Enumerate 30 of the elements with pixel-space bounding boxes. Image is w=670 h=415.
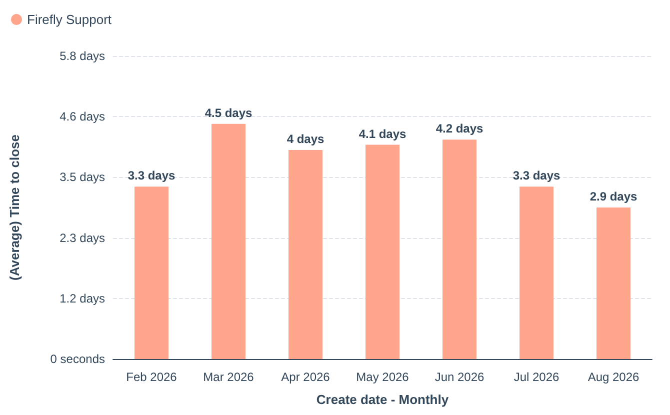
x-tick-label: Mar 2026 <box>203 370 254 384</box>
x-tick-label: Apr 2026 <box>281 370 330 384</box>
data-label: 4.2 days <box>436 122 484 136</box>
y-tick-label: 1.2 days <box>60 291 105 306</box>
x-tick-label: Jun 2026 <box>434 370 485 384</box>
legend-label: Firefly Support <box>27 12 112 27</box>
data-label: 3.3 days <box>128 168 176 183</box>
y-tick-label: 3.5 days <box>60 170 105 184</box>
data-label: 3.3 days <box>512 168 561 183</box>
y-tick-label: 5.8 days <box>60 49 105 63</box>
x-axis-title: Create date - Monthly <box>316 392 450 407</box>
bar <box>288 150 322 359</box>
y-tick-label: 0 seconds <box>50 352 105 366</box>
bar <box>442 140 476 359</box>
bar <box>520 186 554 359</box>
data-label: 2.9 days <box>590 190 638 204</box>
data-label: 4 days <box>286 132 325 146</box>
x-tick-label: Feb 2026 <box>126 370 178 384</box>
x-tick-label: Jul 2026 <box>514 370 560 384</box>
data-label: 4.1 days <box>358 126 407 141</box>
x-tick-label: Aug 2026 <box>588 370 640 384</box>
y-tick-label: 2.3 days <box>60 230 105 245</box>
x-tick-label: May 2026 <box>356 370 410 384</box>
bar <box>212 124 246 359</box>
bar <box>134 186 168 359</box>
bar <box>366 144 400 359</box>
y-tick-label: 4.6 days <box>60 110 105 124</box>
bar <box>596 208 630 359</box>
data-label: 4.5 days <box>204 106 253 120</box>
y-axis-title: (Average) Time to close <box>7 134 22 280</box>
